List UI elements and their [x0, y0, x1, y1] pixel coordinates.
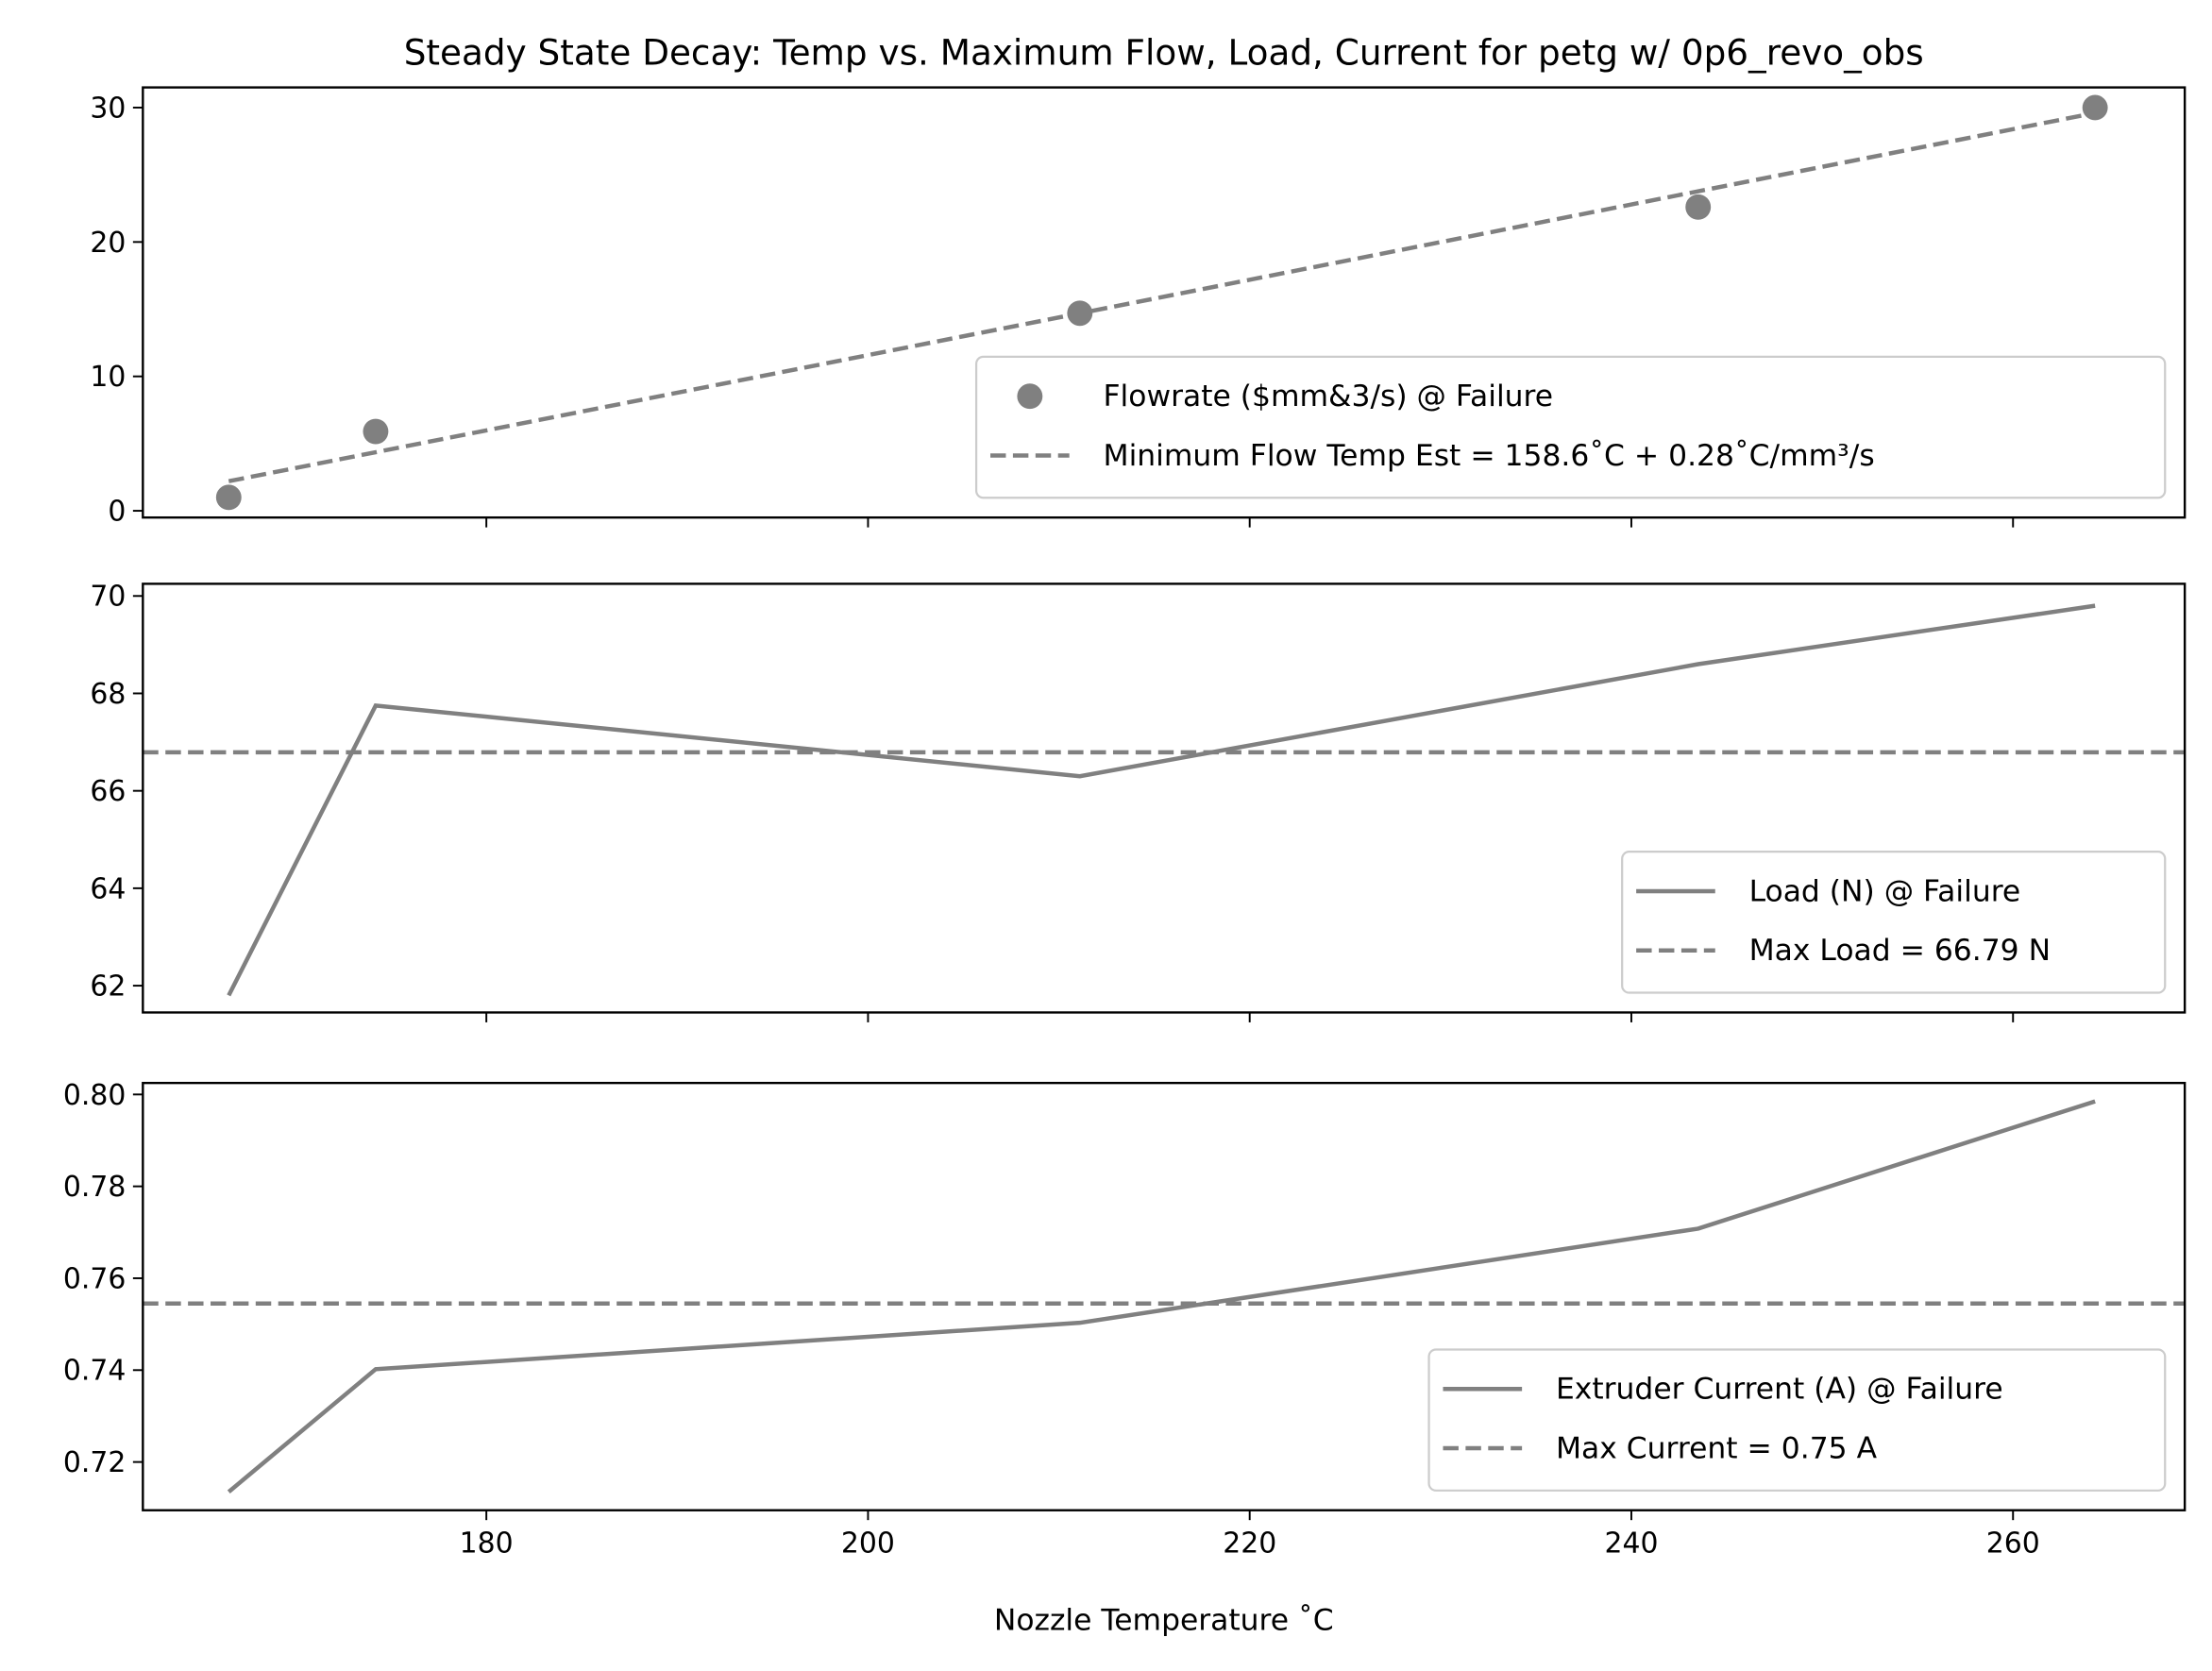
y-tick-label: 0: [108, 496, 126, 529]
data-point: [2082, 94, 2108, 121]
y-tick-label: 70: [90, 581, 126, 614]
data-point: [1685, 194, 1712, 220]
data-point: [363, 418, 389, 445]
data-point: [215, 484, 242, 511]
y-tick-label: 68: [90, 678, 126, 711]
y-tick-label: 0.72: [63, 1446, 126, 1479]
axes-frame: [142, 1081, 2187, 1511]
legend-label: Flowrate ($mm&3/s) @ Failure: [1104, 380, 1554, 414]
legend-marker-icon: [1017, 383, 1043, 410]
y-tick-label: 0.78: [63, 1171, 126, 1204]
y-tick-label: 64: [90, 872, 126, 905]
y-tick-label: 0.80: [63, 1079, 126, 1112]
legend-label: Max Load = 66.79 N: [1749, 934, 2051, 968]
x-tick-label: 220: [1223, 1528, 1276, 1561]
legend-label: Max Current = 0.75 A: [1556, 1431, 1878, 1465]
x-axis-label: Nozzle Temperature ˚C: [994, 1603, 1334, 1638]
series-line: [227, 603, 2096, 997]
subplot-1: 0 10 20 30 Flowrate ($mm&3/s) @ Failure Minim…: [90, 86, 2187, 529]
legend-box: [1621, 851, 2167, 994]
axes-frame: [142, 86, 2187, 519]
fit-line: [228, 110, 2096, 483]
subplot-2: 62 64 66 68 70 Load (N) @ Failure Max Load = 6…: [90, 581, 2187, 1022]
legend-label: Minimum Flow Temp Est = 158.6˚C + 0.28˚C…: [1104, 438, 1875, 473]
legend-box: [1427, 1348, 2167, 1492]
y-tick-label: 62: [90, 971, 126, 1004]
y-tick-label: 0.76: [63, 1262, 126, 1295]
y-tick-label: 30: [90, 92, 126, 125]
legend: Flowrate ($mm&3/s) @ Failure Minimum Flow…: [974, 355, 2167, 499]
legend: Extruder Current (A) @ Failure Max Curren…: [1427, 1348, 2167, 1492]
x-tick-label: 240: [1604, 1528, 1658, 1561]
y-tick-label: 66: [90, 775, 126, 808]
subplot-3: 0.72 0.74 0.76 0.78 0.80 180 200 220 240 260 Extru…: [63, 1079, 2187, 1561]
y-tick-label: 20: [90, 227, 126, 260]
legend: Load (N) @ Failure Max Load = 66.79 N: [1621, 851, 2167, 994]
x-tick-label: 180: [460, 1528, 514, 1561]
legend-box: [974, 355, 2167, 499]
legend-label: Load (N) @ Failure: [1749, 874, 2021, 908]
legend-label: Extruder Current (A) @ Failure: [1556, 1373, 2003, 1407]
chart-title: Steady State Decay: Temp vs. Maximum Flo…: [404, 32, 1924, 74]
axes-frame: [142, 582, 2187, 1014]
y-tick-label: 0.74: [63, 1355, 126, 1388]
series-line: [227, 1099, 2096, 1494]
x-tick-label: 200: [841, 1528, 895, 1561]
x-tick-label: 260: [1986, 1528, 2040, 1561]
y-tick-label: 10: [90, 361, 126, 394]
